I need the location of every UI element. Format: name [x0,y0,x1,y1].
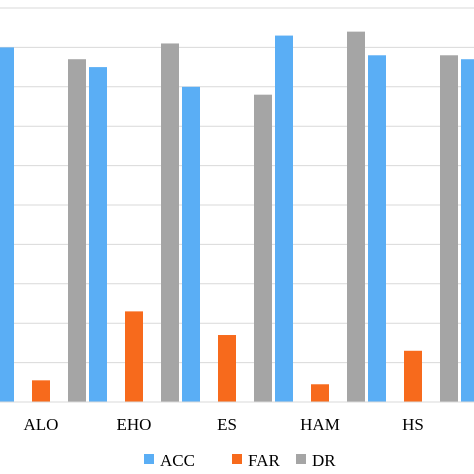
bar-far-alo [32,380,50,402]
bar-acc-alo [0,47,14,403]
legend-swatch-far [232,454,242,464]
bar-dr-alo [68,59,86,402]
bar-dr-hs [440,55,458,402]
legend-label-dr: DR [312,451,336,470]
x-tick-label: EHO [117,415,152,434]
bar-acc-es [182,86,200,403]
bar-far-ham [311,384,329,402]
bar-acc-eho [89,67,107,402]
legend: ACC FAR DR [144,451,336,470]
bar-far-eho [125,311,143,402]
bar-acc-hs [368,55,386,402]
x-tick-label: ES [217,415,237,434]
bar-far-hs [404,350,422,402]
x-tick-label: HAM [300,415,340,434]
bar-dr-eho [161,43,179,403]
bar-far-es [218,335,236,402]
x-tick-labels: OALOEHOESHAMHSMB [24,415,424,434]
bar-acc-mb [461,59,474,402]
x-tick-label: HS [402,415,424,434]
bar-dr-es [254,94,272,403]
legend-swatch-dr [296,454,306,464]
bars [0,31,474,403]
x-tick-label: ALO [24,415,59,434]
legend-swatch-acc [144,454,154,464]
legend-label-acc: ACC [160,451,195,470]
bar-acc-ham [275,35,293,403]
bar-dr-ham [347,31,365,402]
legend-label-far: FAR [248,451,280,470]
